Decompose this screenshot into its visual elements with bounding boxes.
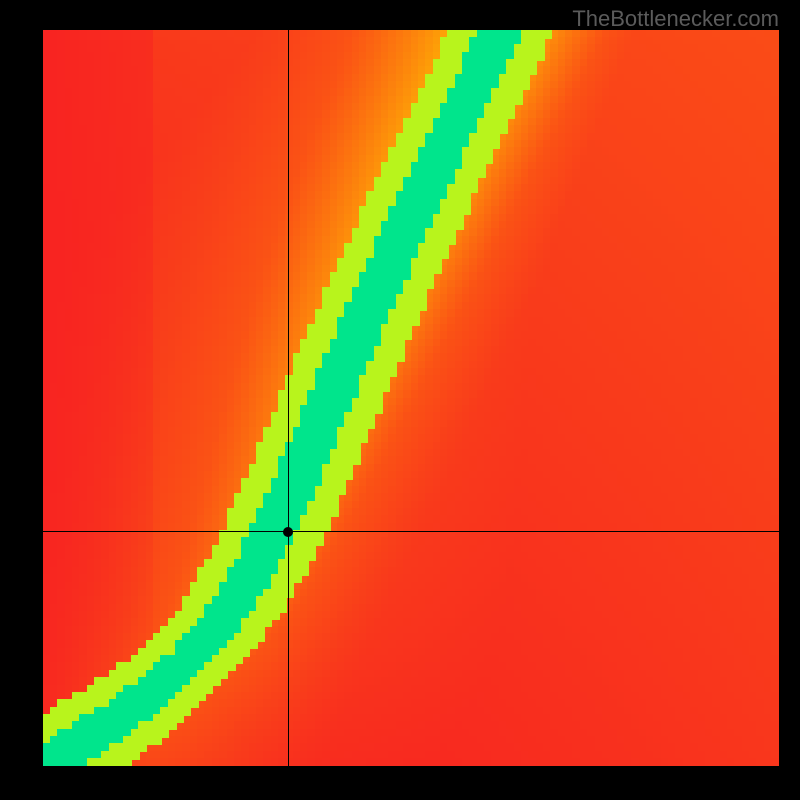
chart-container: TheBottlenecker.com xyxy=(0,0,800,800)
crosshair-dot xyxy=(283,527,293,537)
watermark-text: TheBottlenecker.com xyxy=(572,6,779,32)
crosshair-vertical xyxy=(288,30,289,766)
bottleneck-heatmap xyxy=(43,30,779,766)
crosshair-horizontal xyxy=(43,531,779,532)
